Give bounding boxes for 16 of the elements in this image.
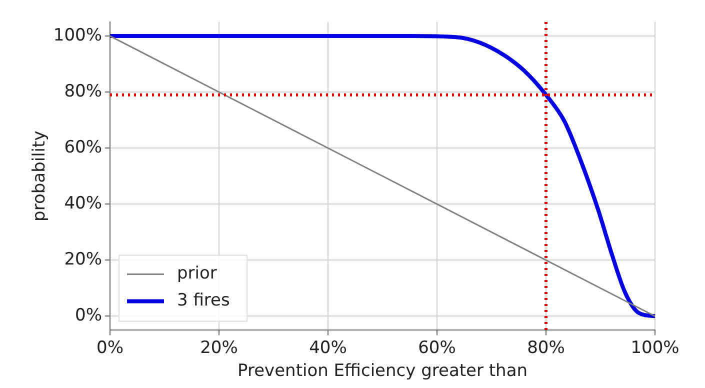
x-tick-label: 40%	[309, 338, 347, 358]
legend-label: 3 fires	[177, 290, 230, 311]
y-axis-title: probability	[30, 130, 50, 222]
y-tick-label: 20%	[64, 250, 102, 270]
y-tick-label: 60%	[64, 138, 102, 158]
legend-label: prior	[177, 264, 217, 284]
y-tick-label: 80%	[64, 81, 102, 102]
x-tick-label: 0%	[96, 338, 124, 358]
y-tick-label: 100%	[53, 25, 102, 46]
x-tick-label: 60%	[418, 338, 456, 358]
x-tick-label: 20%	[200, 338, 238, 358]
x-tick-label: 80%	[527, 338, 565, 358]
y-tick-label: 40%	[64, 194, 102, 214]
x-axis-title: Prevention Efficiency greater than	[237, 361, 528, 382]
y-tick-label: 0%	[75, 306, 102, 326]
x-tick-label: 100%	[630, 338, 680, 358]
